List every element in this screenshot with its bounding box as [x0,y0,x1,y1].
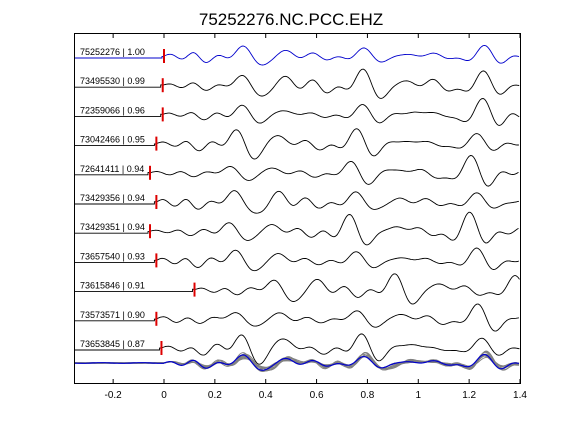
x-tick-label: 1.4 [513,390,527,401]
pick-markers-layer [149,49,196,355]
stack-reference-trace [75,353,520,371]
traces-layer [75,44,520,365]
trace-line [75,333,520,365]
x-tick-label: 0 [161,390,167,401]
x-tick-label: 0.4 [259,390,273,401]
trace-line [75,247,520,272]
trace-label: 75252276 | 1.00 [80,47,145,57]
trace-line [75,155,519,187]
x-tick-label: -0.2 [105,390,123,401]
trace-line [75,44,520,66]
plot-area-frame [74,33,521,384]
chart-title: 75252276.NC.PCC.EHZ [199,10,383,29]
trace-label: 72641411 | 0.94 [80,164,144,174]
trace-label: 73573571 | 0.90 [80,310,145,320]
trace-label: 73615846 | 0.91 [80,281,145,291]
trace-label: 73429356 | 0.94 [80,193,145,203]
trace-line [75,211,519,246]
x-tick-label: 1 [416,390,422,401]
x-tick-label: 0.6 [310,390,324,401]
trace-line [75,190,519,214]
x-tick-label: 0.2 [208,390,222,401]
trace-line [75,98,520,126]
stack-layer [74,350,520,372]
trace-line [75,128,519,160]
x-tick-label: 1.2 [462,390,476,401]
trace-label: 73657540 | 0.93 [80,251,145,261]
trace-labels-layer: 75252276 | 1.00 73495530 | 0.99 72359066 |… [80,47,145,349]
trace-label: 73653845 | 0.87 [80,339,145,349]
trace-line [75,273,520,305]
trace-line [75,68,520,99]
trace-label: 72359066 | 0.96 [80,105,145,115]
trace-label: 73429351 | 0.94 [80,222,145,232]
x-tick-label: 0.8 [360,390,374,401]
trace-line [75,303,519,332]
x-axis: -0.2 0 0.2 0.4 0.6 0.8 1 1.2 1.4 [105,34,527,401]
trace-label: 73042466 | 0.95 [80,135,145,145]
trace-label: 73495530 | 0.99 [80,76,145,86]
